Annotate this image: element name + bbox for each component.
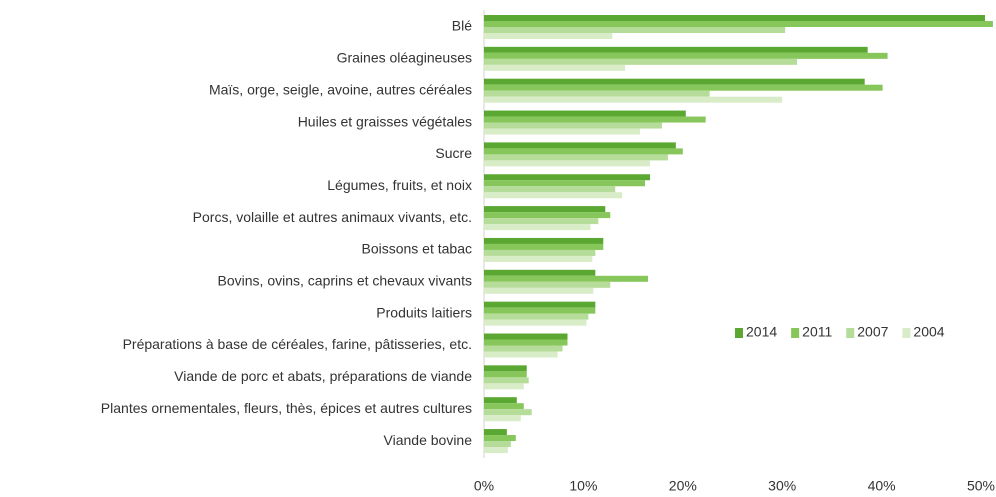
bar [484, 429, 507, 436]
bar [484, 174, 650, 181]
bar [484, 224, 591, 231]
legend-swatch [735, 328, 743, 338]
x-tick-label: 20% [669, 478, 697, 494]
bar [484, 160, 650, 167]
category-label: Maïs, orge, seigle, avoine, autres céréa… [209, 81, 472, 97]
bar [484, 377, 529, 384]
category-label: Sucre [435, 145, 472, 161]
bar [484, 192, 623, 199]
bar [484, 21, 993, 27]
bar [484, 319, 587, 326]
x-tick-label: 30% [768, 478, 796, 494]
bar [484, 281, 611, 288]
bar [484, 116, 706, 123]
x-tick-label: 10% [569, 478, 597, 494]
bar [484, 206, 606, 213]
bar [484, 307, 596, 314]
bar [484, 345, 563, 352]
bar [484, 142, 676, 149]
bar [484, 287, 594, 294]
bar [484, 435, 516, 442]
bar [484, 212, 611, 219]
category-label: Viande de porc et abats, préparations de… [174, 368, 472, 384]
bar [484, 27, 786, 33]
bar [484, 383, 524, 390]
category-label: Boissons et tabac [361, 241, 472, 257]
bar [484, 64, 626, 71]
category-label: Légumes, fruits, et noix [327, 177, 472, 193]
x-tick-label: 0% [474, 478, 494, 494]
bar [484, 78, 865, 85]
bar [484, 415, 521, 422]
category-label: Produits laitiers [376, 304, 472, 320]
legend-swatch [846, 328, 855, 338]
bar [484, 365, 527, 372]
bar [484, 333, 568, 340]
bar [484, 301, 596, 308]
bar [484, 275, 649, 282]
category-label: Graines oléagineuses [337, 50, 472, 66]
legend-label: 2014 [746, 324, 777, 340]
bar [484, 33, 613, 39]
bar [484, 371, 527, 378]
legend-label: 2011 [802, 324, 832, 340]
bar [484, 255, 593, 262]
x-tick-label: 40% [868, 478, 896, 494]
bar [484, 237, 604, 244]
legend-swatch [902, 328, 911, 338]
category-label: Viande bovine [384, 432, 473, 448]
bar [484, 154, 668, 161]
legend-swatch [791, 328, 800, 338]
bar [484, 218, 599, 225]
bar [484, 351, 558, 358]
x-tick-label: 50% [967, 478, 995, 494]
bar [484, 186, 616, 193]
bar [484, 397, 517, 404]
bar [484, 180, 646, 187]
bar [484, 96, 783, 103]
category-label: Plantes ornementales, fleurs, thès, épic… [101, 400, 472, 416]
bar [484, 46, 868, 53]
bar [484, 148, 683, 155]
bar [484, 249, 596, 256]
legend-label: 2007 [857, 324, 888, 340]
bar [484, 58, 798, 65]
bar [484, 441, 511, 448]
bar [484, 313, 589, 320]
category-label: Huiles et graisses végétales [298, 113, 472, 129]
bar [484, 15, 985, 21]
bar [484, 403, 524, 410]
category-label: Préparations à base de céréales, farine,… [123, 336, 472, 352]
legend-label: 2004 [913, 324, 944, 340]
bar [484, 128, 641, 135]
bar [484, 243, 604, 250]
bar [484, 122, 662, 129]
bar [484, 409, 532, 416]
bar [484, 52, 888, 59]
bar [484, 84, 883, 91]
bar [484, 447, 508, 454]
category-label: Porcs, volaille et autres animaux vivant… [193, 209, 472, 225]
bar [484, 110, 686, 117]
bar [484, 269, 596, 276]
bar [484, 339, 568, 346]
bar [484, 90, 710, 97]
category-label: Blé [452, 18, 472, 34]
category-label: Bovins, ovins, caprins et chevaux vivant… [218, 273, 472, 289]
